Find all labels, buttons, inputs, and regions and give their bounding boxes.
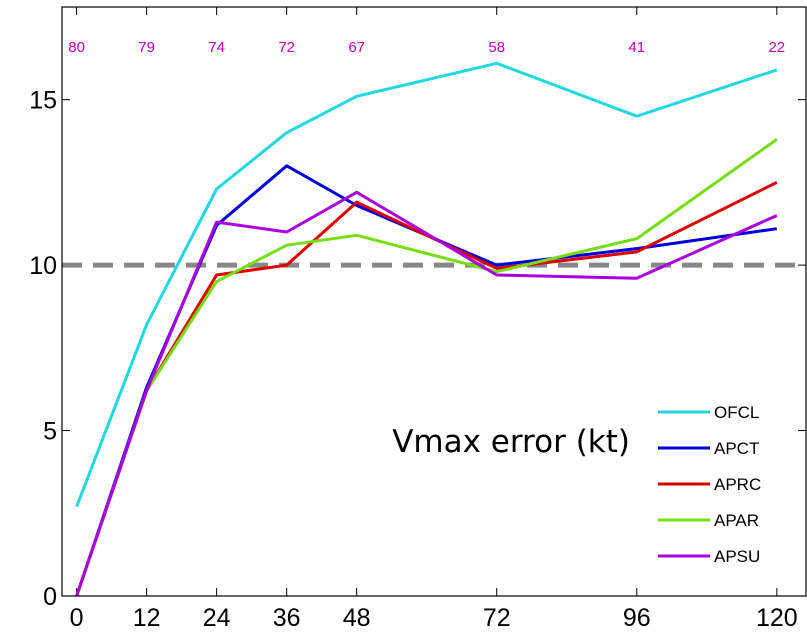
legend-label-aprc: APRC [714, 475, 761, 494]
x-tick-label: 120 [756, 604, 798, 632]
chart-annotation: Vmax error (kt) [392, 424, 630, 460]
y-tick-label: 10 [29, 252, 57, 280]
series-line-apsu [75, 190, 778, 597]
series-line-apct [75, 164, 778, 597]
x-tick-label: 72 [483, 604, 511, 632]
x-tick-label: 0 [70, 604, 84, 632]
legend-label-apar: APAR [714, 511, 759, 530]
case-count-label: 72 [278, 39, 295, 56]
x-tick-label: 96 [623, 604, 651, 632]
x-tick-label: 12 [133, 604, 161, 632]
series-line-ofcl [75, 61, 778, 508]
series-line-apar [75, 138, 778, 597]
y-tick-label: 5 [43, 418, 57, 446]
case-count-label: 41 [628, 39, 645, 56]
case-count-label: 80 [68, 39, 85, 56]
x-tick-label: 48 [343, 604, 371, 632]
legend-label-apsu: APSU [714, 547, 760, 566]
case-count-label: 22 [768, 39, 785, 56]
case-count-label: 74 [208, 39, 225, 56]
y-tick-label: 0 [43, 583, 57, 611]
case-count-label: 79 [138, 39, 155, 56]
case-count-label: 67 [348, 39, 365, 56]
x-axis-ticks: 0 12 24 36 48 72 96 120 [70, 7, 798, 632]
x-tick-label: 36 [273, 604, 301, 632]
series-lines [75, 61, 778, 597]
legend-label-ofcl: OFCL [714, 403, 759, 422]
legend-label-apct: APCT [714, 439, 759, 458]
y-tick-label: 15 [29, 87, 57, 115]
y-axis-ticks: 0 5 10 15 [29, 87, 806, 611]
case-count-label: 58 [488, 39, 505, 56]
legend: OFCL APCT APRC APAR APSU [658, 403, 761, 566]
case-count-labels: 80 79 74 72 67 58 41 22 [68, 39, 785, 56]
x-tick-label: 24 [203, 604, 231, 632]
plot-frame [61, 6, 807, 597]
